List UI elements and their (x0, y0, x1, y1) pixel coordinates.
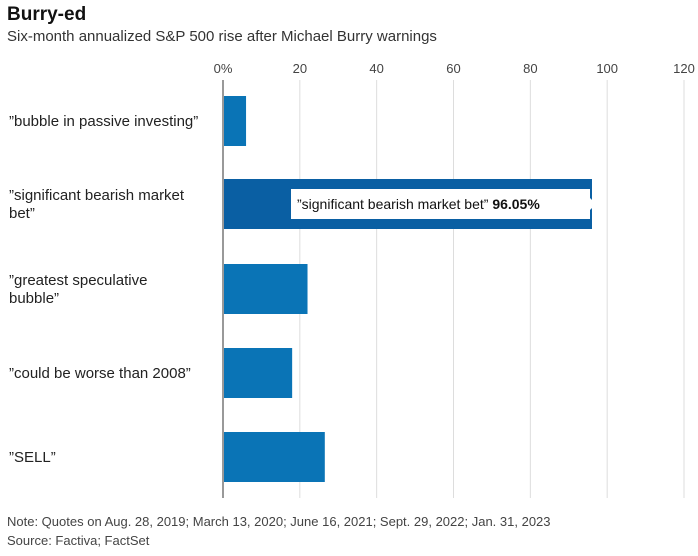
bar-tooltip: ”significant bearish market bet” 96.05% (291, 189, 596, 219)
tooltip-value: 96.05% (492, 196, 540, 212)
tooltip-text: ”significant bearish market bet” 96.05% (297, 196, 540, 212)
category-label: ”could be worse than 2008” (9, 365, 191, 382)
x-tick-label: 120 (673, 61, 695, 76)
x-tick-label: 60 (446, 61, 460, 76)
x-tick-label: 80 (523, 61, 537, 76)
category-label: bubble” (9, 290, 59, 307)
category-label: ”bubble in passive investing” (9, 113, 198, 130)
footnote: Note: Quotes on Aug. 28, 2019; March 13,… (7, 514, 551, 529)
category-label: ”greatest speculative (9, 272, 147, 289)
bars (224, 96, 592, 482)
gridlines (222, 80, 685, 498)
tooltip-label: ”significant bearish market bet” (297, 196, 492, 212)
bar-chart: 0% 20 40 60 80 100 120 ”bubble in passive inve… (9, 61, 695, 498)
chart-subtitle: Six-month annualized S&P 500 rise after … (7, 28, 437, 45)
category-label: ”significant bearish market (9, 187, 185, 204)
x-axis-ticks: 0% 20 40 60 80 100 120 (214, 61, 695, 76)
tooltip-pointer (590, 198, 596, 210)
bar[interactable] (224, 96, 247, 146)
bar[interactable] (224, 264, 308, 314)
x-tick-label: 40 (369, 61, 383, 76)
bar[interactable] (224, 348, 293, 398)
x-tick-label: 0% (214, 61, 233, 76)
category-label: ”SELL” (9, 449, 56, 466)
category-label: bet” (9, 205, 35, 222)
x-tick-label: 100 (596, 61, 618, 76)
category-labels: ”bubble in passive investing” ”significan… (9, 113, 198, 466)
source-note: Source: Factiva; FactSet (7, 533, 150, 548)
chart-title: Burry-ed (7, 4, 87, 25)
tooltip-box (291, 189, 590, 219)
x-tick-label: 20 (293, 61, 307, 76)
bar[interactable] (224, 432, 325, 482)
